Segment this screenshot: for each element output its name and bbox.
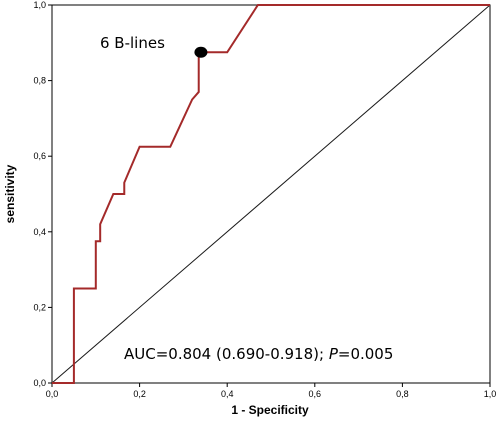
x-axis-title: 1 - Specificity [231,403,309,417]
y-axis-ticks: 0,0 0,2 0,4 0,6 0,8 1,0 [33,0,52,388]
x-axis-ticks: 0,0 0,2 0,4 0,6 0,8 1,0 [46,383,497,399]
auc-text: AUC=0.804 (0.690-0.918); [124,345,329,363]
auc-annotation: AUC=0.804 (0.690-0.918); P=0.005 [124,345,393,363]
x-tick-label: 0,2 [133,389,146,399]
series-layer [51,4,491,384]
x-tick-label: 1,0 [484,389,497,399]
y-tick-label: 0,2 [33,302,46,312]
y-tick-label: 0,0 [33,378,46,388]
reference-diagonal-line [51,4,491,384]
y-tick-label: 1,0 [33,0,46,10]
y-tick-label: 0,4 [33,227,46,237]
y-tick-label: 0,6 [33,151,46,161]
x-tick-label: 0,6 [309,389,322,399]
p-symbol: P [329,345,339,363]
y-tick-label: 0,8 [33,76,46,86]
cutoff-point-marker [194,46,208,58]
x-tick-label: 0,8 [396,389,409,399]
y-axis-title: sensitivity [3,164,17,223]
p-value: =0.005 [338,345,394,363]
x-tick-label: 0,0 [46,389,59,399]
cutoff-label: 6 B-lines [100,34,165,52]
x-tick-label: 0,4 [221,389,234,399]
